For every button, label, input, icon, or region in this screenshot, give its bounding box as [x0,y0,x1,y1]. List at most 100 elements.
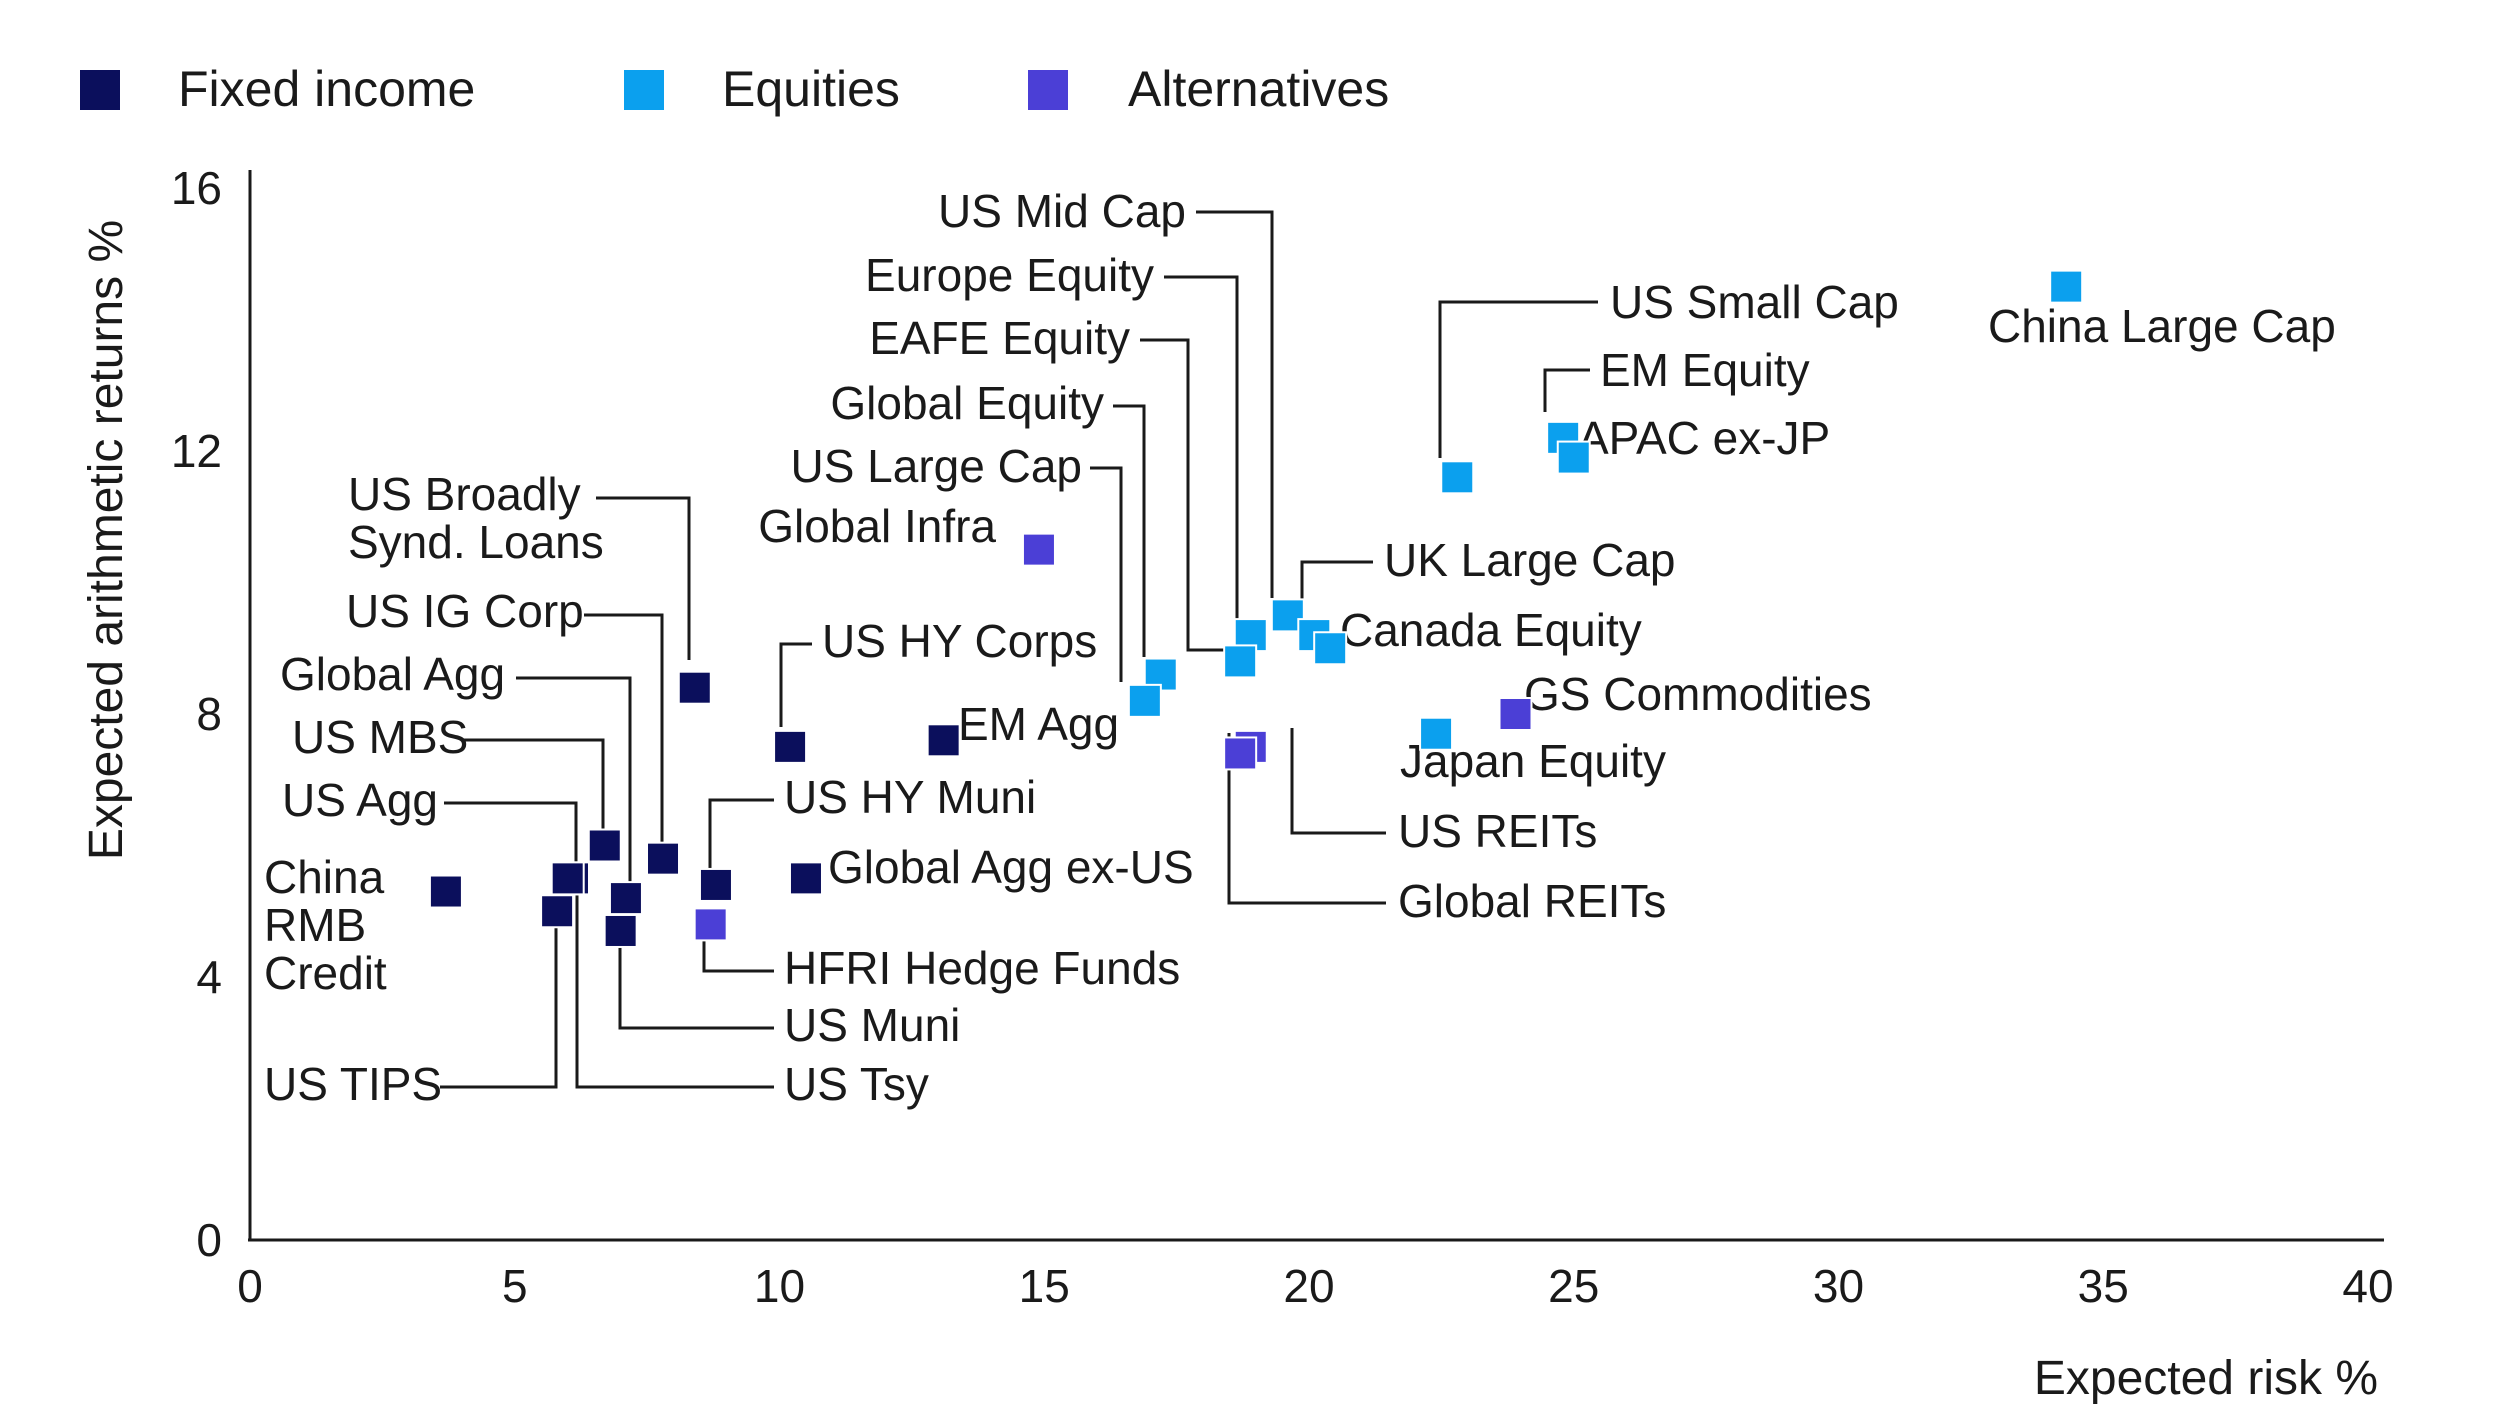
legend-item-fixed-income: Fixed income [80,61,475,117]
x-tick-label-20: 20 [1283,1260,1334,1312]
x-tick-label-0: 0 [237,1260,263,1312]
label-global-agg: Global Agg [280,648,505,700]
label-us-ig-corp: US IG Corp [346,585,584,637]
label-europe-equity: Europe Equity [865,249,1154,301]
legend: Fixed income Equities Alternatives [80,61,1389,117]
leader-us-hy-corps [779,642,812,727]
label-us-mbs: US MBS [292,711,468,763]
marker-global-reits [1223,736,1258,771]
marker-global-infra [1021,532,1056,567]
marker-us-tips [540,894,575,929]
marker-us-mbs [587,828,622,863]
y-tick-label-4: 4 [196,951,222,1003]
marker-china-large-cap [2049,269,2084,304]
marker-us-muni [603,913,638,948]
leader-europe-equity [1164,275,1239,620]
label-rmb-line-2: RMB [264,899,366,951]
marker-us-hy-corps [773,729,808,764]
marker-em-agg [926,723,961,758]
label-us-broadly-line-1: US Broadly [348,468,581,520]
label-us-tsy: US Tsy [784,1058,929,1110]
point-labels: US Broadly Synd. Loans US IG Corp Global… [264,185,2336,1110]
label-uk-large-cap: UK Large Cap [1384,534,1676,586]
leader-us-tips [440,880,558,1089]
legend-swatch-equities [624,70,664,110]
y-axis-title: Expected arithmetic returns % [80,220,133,860]
label-us-broadly-synd-loans: US Broadly Synd. Loans [348,468,604,568]
label-hfri-hedge-funds: HFRI Hedge Funds [784,942,1180,994]
leader-lines [436,210,1598,1089]
label-china-line-1: China [264,851,385,903]
marker-china-rmb-credit [428,874,463,909]
marker-us-broadly-synd-loans [677,670,712,705]
marker-us-large-cap [1127,683,1162,718]
label-global-agg-ex-us: Global Agg ex-US [828,841,1194,893]
label-us-mid-cap: US Mid Cap [938,185,1186,237]
marker-eafe-equity [1223,644,1258,679]
legend-item-alternatives: Alternatives [1028,61,1389,117]
legend-swatch-fixed-income [80,70,120,110]
legend-label-equities: Equities [722,61,900,117]
leader-us-ig-corp [584,613,664,848]
x-axis-title: Expected risk % [2034,1352,2378,1404]
label-eafe-equity: EAFE Equity [869,312,1130,364]
label-us-tips: US TIPS [264,1058,442,1110]
label-em-agg: EM Agg [958,698,1119,750]
marker-global-agg-ex-us [788,861,823,896]
marker-japan-equity [1419,716,1454,751]
label-global-equity: Global Equity [830,377,1104,429]
label-us-hy-corps: US HY Corps [822,615,1097,667]
x-axis-ticks: 0 5 10 15 20 25 30 35 40 [237,1260,2393,1312]
x-tick-label-15: 15 [1019,1260,1070,1312]
legend-item-equities: Equities [624,61,900,117]
leader-us-tsy [575,870,774,1089]
leader-global-agg [516,676,632,883]
label-us-agg: US Agg [282,774,438,826]
y-tick-label-12: 12 [171,425,222,477]
label-credit-line-3: Credit [264,947,387,999]
marker-canada-equity [1313,631,1348,666]
label-china-large-cap: China Large Cap [1988,300,2336,352]
y-axis-ticks: 0 4 8 12 16 [171,162,222,1266]
label-canada-equity: Canada Equity [1340,604,1642,656]
marker-us-small-cap [1440,460,1475,495]
label-synd-loans-line-2: Synd. Loans [348,516,604,568]
marker-us-tsy [550,861,585,896]
label-us-reits: US REITs [1398,805,1597,857]
leader-us-muni [618,930,774,1030]
label-gs-commodities: GS Commodities [1524,668,1872,720]
x-tick-label-5: 5 [502,1260,528,1312]
leader-us-reits [1290,728,1386,835]
label-us-muni: US Muni [784,999,960,1051]
data-markers [428,269,2084,948]
label-global-infra: Global Infra [758,500,996,552]
leader-us-agg [444,801,578,870]
leader-us-mid-cap [1196,210,1274,598]
leader-em-equity [1543,368,1590,412]
leader-global-reits [1227,733,1386,905]
x-tick-label-10: 10 [754,1260,805,1312]
label-apac-ex-jp: APAC ex-JP [1578,412,1830,464]
leader-global-equity [1113,404,1146,657]
y-tick-label-16: 16 [171,162,222,214]
legend-label-fixed-income: Fixed income [178,61,475,117]
marker-us-hy-muni [698,867,733,902]
leader-us-large-cap [1090,466,1123,682]
legend-label-alternatives: Alternatives [1128,61,1389,117]
label-us-large-cap: US Large Cap [791,440,1083,492]
label-global-reits: Global REITs [1398,875,1666,927]
label-us-hy-muni: US HY Muni [784,771,1036,823]
label-china-rmb-credit: China RMB Credit [264,851,397,999]
y-tick-label-8: 8 [196,688,222,740]
leader-us-broadly-synd-loans [596,496,691,660]
leader-eafe-equity [1140,338,1228,652]
marker-apac-ex-jp [1556,440,1591,475]
y-tick-label-0: 0 [196,1214,222,1266]
x-tick-label-35: 35 [2078,1260,2129,1312]
marker-hfri-hedge-funds [693,907,728,942]
marker-us-ig-corp [646,841,681,876]
legend-swatch-alternatives [1028,70,1068,110]
x-tick-label-40: 40 [2342,1260,2393,1312]
label-em-equity: EM Equity [1600,344,1810,396]
x-tick-label-30: 30 [1813,1260,1864,1312]
